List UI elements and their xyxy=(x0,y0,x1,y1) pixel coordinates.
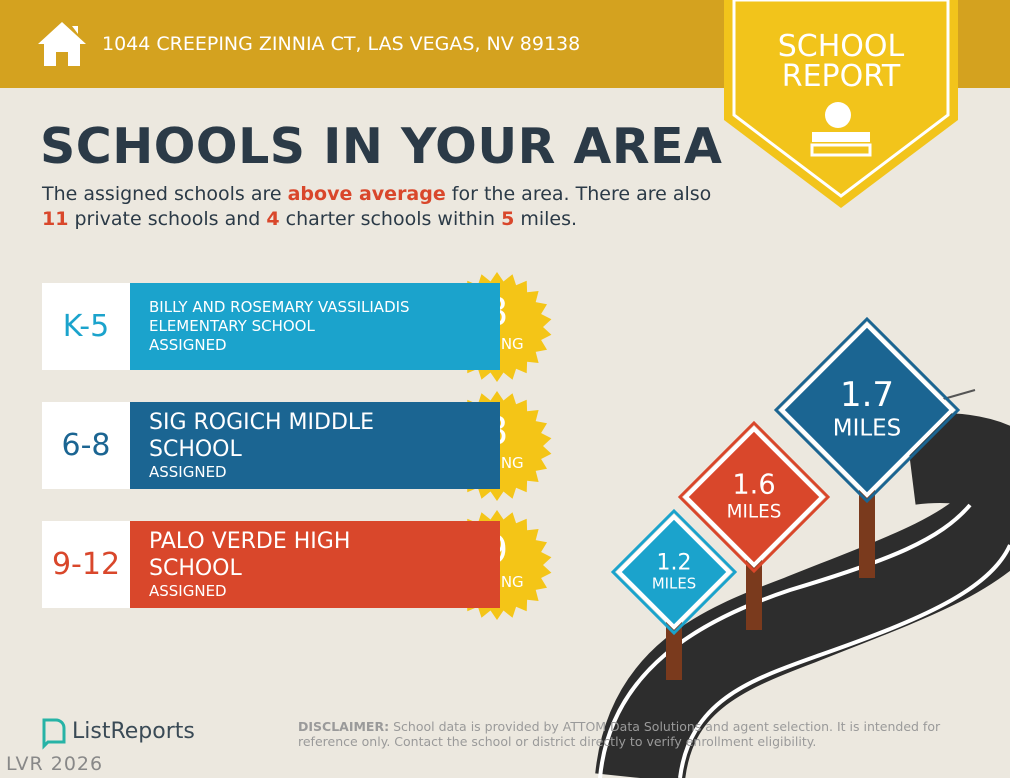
distance: 1.2 xyxy=(657,550,692,575)
school-bar: BILLY AND ROSEMARY VASSILIADIS ELEMENTARY… xyxy=(130,283,500,370)
road xyxy=(595,413,1010,778)
home-icon xyxy=(38,22,86,66)
highlight: 4 xyxy=(266,208,280,230)
grade: 6-8 xyxy=(61,428,111,463)
grade-box: 6-8 xyxy=(42,402,130,489)
school-name: ELEMENTARY SCHOOL xyxy=(149,317,315,335)
badge-line: REPORT xyxy=(782,59,901,94)
school-status: ASSIGNED xyxy=(149,582,227,600)
distance-unit: MILES xyxy=(833,416,901,442)
highlight: 5 xyxy=(501,208,515,230)
disclaimer-text: School data is provided by ATTOM Data So… xyxy=(298,719,941,749)
grade-box: 9-12 xyxy=(42,521,130,608)
summary-text: miles. xyxy=(514,208,578,230)
distance: 1.6 xyxy=(732,470,775,501)
disclaimer: DISCLAIMER: School data is provided by A… xyxy=(298,719,958,749)
disclaimer-label: DISCLAIMER: xyxy=(298,719,390,734)
summary-text: The assigned schools are xyxy=(42,183,288,205)
distance: 1.7 xyxy=(840,375,894,415)
watermark: LVR 2026 xyxy=(6,753,104,775)
school-bar: PALO VERDE HIGH SCHOOL ASSIGNED xyxy=(130,521,500,608)
road-line xyxy=(678,544,1010,778)
summary-text: for the area. There are also xyxy=(445,183,712,205)
school-name: BILLY AND ROSEMARY VASSILIADIS xyxy=(149,298,410,316)
sign-border xyxy=(773,316,961,504)
summary: The assigned schools are above average f… xyxy=(42,182,712,232)
school-name: SCHOOL xyxy=(149,437,242,462)
highlight: 11 xyxy=(42,208,69,230)
school-name: SCHOOL xyxy=(149,556,242,581)
school-name: PALO VERDE HIGH xyxy=(149,529,351,554)
school-status: ASSIGNED xyxy=(149,463,227,481)
distance-unit: MILES xyxy=(727,501,782,522)
sign-border xyxy=(677,420,831,574)
sign xyxy=(683,426,825,568)
logo: ListReports xyxy=(72,719,195,744)
sign xyxy=(779,322,955,498)
summary-text: charter schools within xyxy=(279,208,502,230)
sign-border xyxy=(610,508,738,636)
school-name: SIG ROGICH MIDDLE xyxy=(149,410,375,435)
sign xyxy=(616,514,732,630)
grade: 9-12 xyxy=(51,547,121,582)
apple-book-icon xyxy=(810,102,872,157)
road-line xyxy=(598,503,972,778)
logo-icon xyxy=(42,718,66,750)
highlight: above average xyxy=(287,183,446,205)
page-title: SCHOOLS IN YOUR AREA xyxy=(40,118,723,175)
grade-box: K-5 xyxy=(42,283,130,370)
grade: K-5 xyxy=(62,309,110,344)
badge-border xyxy=(732,0,950,198)
distance-unit: MILES xyxy=(652,575,696,593)
summary-text: private schools and xyxy=(68,208,267,230)
school-status: ASSIGNED xyxy=(149,336,227,354)
address: 1044 CREEPING ZINNIA CT, LAS VEGAS, NV 8… xyxy=(102,33,581,55)
school-bar: SIG ROGICH MIDDLE SCHOOL ASSIGNED xyxy=(130,402,500,489)
badge-line: SCHOOL xyxy=(778,29,905,64)
